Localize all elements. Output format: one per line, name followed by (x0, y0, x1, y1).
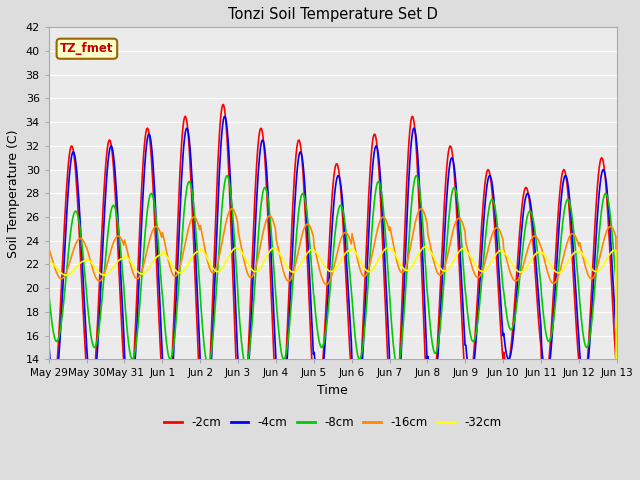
-32cm (114, 259, 122, 264)
Y-axis label: Soil Temperature (C): Soil Temperature (C) (7, 129, 20, 258)
-8cm (403, 272, 410, 278)
Line: -4cm: -4cm (49, 116, 617, 480)
Line: -8cm: -8cm (49, 176, 617, 480)
Line: -32cm: -32cm (49, 247, 617, 480)
-2cm (172, 283, 179, 289)
-32cm (202, 252, 209, 257)
-4cm (172, 318, 179, 324)
-2cm (45, 366, 52, 372)
-16cm (202, 247, 209, 253)
-8cm (202, 351, 209, 357)
Line: -16cm: -16cm (49, 209, 617, 480)
-2cm (419, 308, 427, 314)
-2cm (403, 182, 410, 188)
-4cm (45, 340, 52, 346)
-16cm (403, 262, 410, 267)
-8cm (223, 173, 231, 179)
-2cm (55, 330, 63, 336)
-8cm (419, 228, 427, 233)
-16cm (55, 274, 63, 280)
-8cm (45, 290, 52, 296)
-16cm (172, 274, 179, 279)
-4cm (202, 421, 209, 427)
-32cm (422, 244, 429, 250)
-32cm (45, 258, 52, 264)
-8cm (55, 334, 63, 339)
Line: -2cm: -2cm (49, 105, 617, 480)
Title: Tonzi Soil Temperature Set D: Tonzi Soil Temperature Set D (228, 7, 438, 22)
-32cm (55, 268, 63, 274)
-16cm (114, 233, 122, 239)
X-axis label: Time: Time (317, 384, 348, 397)
-2cm (202, 431, 209, 437)
-16cm (228, 206, 236, 212)
-16cm (419, 208, 427, 214)
-4cm (114, 207, 122, 213)
-8cm (172, 329, 179, 335)
-2cm (114, 236, 122, 241)
-4cm (403, 223, 410, 229)
-32cm (172, 267, 179, 273)
-4cm (221, 113, 228, 119)
-4cm (419, 267, 427, 273)
-32cm (419, 246, 426, 252)
-2cm (220, 102, 227, 108)
-4cm (55, 351, 63, 357)
Legend: -2cm, -4cm, -8cm, -16cm, -32cm: -2cm, -4cm, -8cm, -16cm, -32cm (159, 412, 506, 434)
-8cm (114, 218, 122, 224)
Text: TZ_fmet: TZ_fmet (60, 42, 114, 55)
-16cm (45, 246, 52, 252)
-32cm (402, 267, 410, 273)
